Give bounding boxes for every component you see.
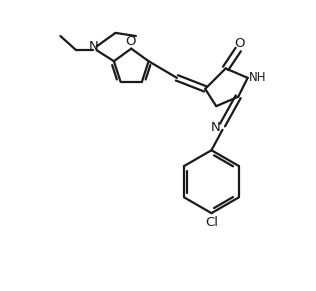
Text: N: N [211, 121, 221, 134]
Text: O: O [234, 37, 245, 50]
Text: O: O [125, 35, 136, 48]
Text: Cl: Cl [205, 216, 218, 229]
Text: NH: NH [249, 71, 266, 84]
Text: N: N [88, 40, 98, 53]
